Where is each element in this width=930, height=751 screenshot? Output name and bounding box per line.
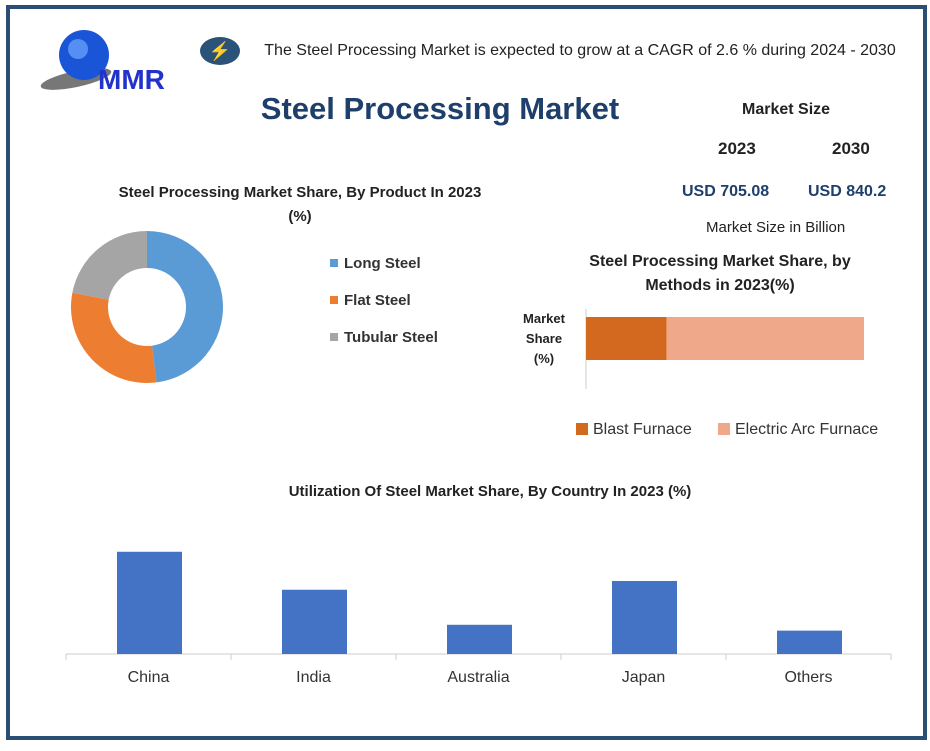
bar-blast-furnace <box>586 317 667 360</box>
market-size-label: Market Size <box>742 101 831 118</box>
legend-label: Flat Steel <box>344 292 411 309</box>
country-title: Utilization Of Steel Market Share, By Co… <box>288 483 692 500</box>
methods-title: Steel Processing Market Share, by Method… <box>589 253 851 294</box>
donut-slice-long-steel <box>147 231 224 383</box>
x-tick-label: Australia <box>447 669 509 686</box>
donut-chart: Long Steel Flat Steel Tubular Steel Market S… <box>65 231 892 686</box>
page-title: Steel Processing Market <box>260 91 620 126</box>
y-axis-label: Share <box>526 331 562 346</box>
bar-others <box>777 630 842 654</box>
year-2023: 2023 <box>718 139 756 158</box>
cagr-text: The Steel Processing Market is expected … <box>264 42 896 59</box>
x-tick-label: Others <box>784 669 832 686</box>
market-size-unit: Market Size in Billion <box>706 219 846 236</box>
donut-slice-flat-steel <box>71 292 157 384</box>
legend-swatch <box>576 423 588 435</box>
mmr-logo: MMR <box>36 27 186 97</box>
bar-japan <box>612 580 677 654</box>
bar-australia <box>447 624 512 654</box>
x-tick-label: India <box>296 669 331 686</box>
legend-label: Long Steel <box>344 255 421 272</box>
bar-india <box>282 589 347 654</box>
legend-swatch <box>330 259 338 267</box>
donut-title: Steel Processing Market Share, By Produc… <box>118 184 482 225</box>
logo-text: MMR <box>98 64 165 95</box>
x-tick-label: Japan <box>622 669 666 686</box>
value-2030: USD 840.2 <box>808 183 887 200</box>
bar-china <box>117 551 182 654</box>
legend-swatch <box>330 296 338 304</box>
infographic-frame: MMR ⚡ The Steel Processing Market is exp… <box>6 5 927 740</box>
legend-label: Tubular Steel <box>344 329 438 346</box>
year-2030: 2030 <box>832 139 870 158</box>
y-axis-label: Market <box>523 311 566 326</box>
legend-swatch <box>718 423 730 435</box>
x-tick-label: China <box>128 669 170 686</box>
value-2023: USD 705.08 <box>682 183 770 200</box>
donut-slice-tubular-steel <box>72 231 147 300</box>
lightning-icon: ⚡ <box>200 37 240 65</box>
legend-label: Electric Arc Furnace <box>735 421 878 438</box>
bar-electric-arc-furnace <box>666 317 864 360</box>
legend-label: Blast Furnace <box>593 421 692 438</box>
y-axis-label: (%) <box>534 351 554 366</box>
legend-swatch <box>330 333 338 341</box>
